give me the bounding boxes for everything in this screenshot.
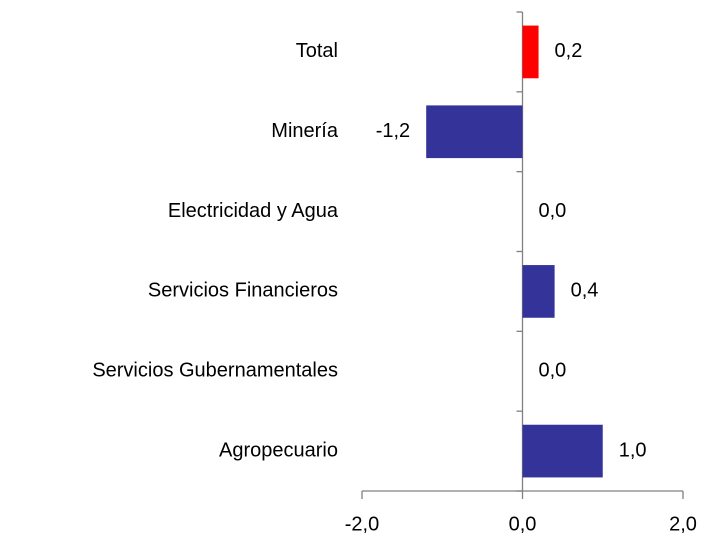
value-label: 0,0 xyxy=(539,360,567,382)
x-tick-label: -2,0 xyxy=(345,513,379,535)
x-tick-label: 0,0 xyxy=(509,513,537,535)
y-tick-label: Electricidad y Agua xyxy=(168,200,339,222)
y-tick-label: Servicios Gubernamentales xyxy=(92,360,338,382)
bar xyxy=(522,25,539,79)
value-label: -1,2 xyxy=(376,120,410,142)
y-tick-label: Total xyxy=(296,40,338,62)
value-label: 0,2 xyxy=(555,40,583,62)
bar xyxy=(522,424,603,478)
x-tick-label: 2,0 xyxy=(669,513,697,535)
value-label: 0,4 xyxy=(571,280,599,302)
y-tick-label: Servicios Financieros xyxy=(148,280,338,302)
bar xyxy=(426,105,523,159)
value-label: 1,0 xyxy=(619,439,647,461)
y-tick-label: Minería xyxy=(271,120,339,142)
y-tick-label: Agropecuario xyxy=(219,439,338,461)
value-label: 0,0 xyxy=(539,200,567,222)
bar xyxy=(522,265,555,318)
